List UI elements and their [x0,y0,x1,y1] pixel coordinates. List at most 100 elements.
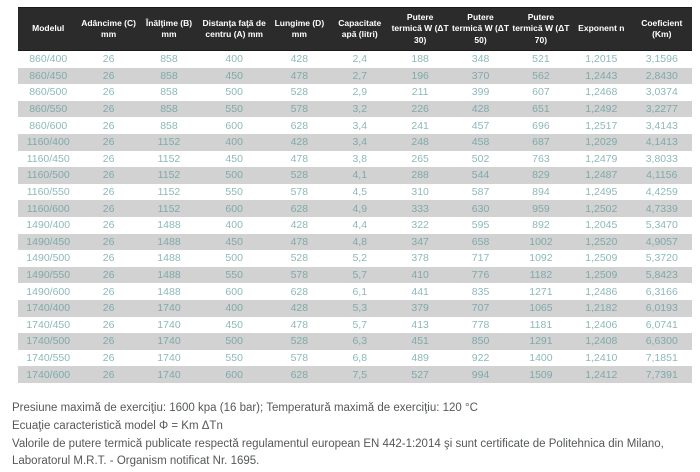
table-cell: 26 [102,169,115,182]
table-cell: 4,1413 [645,136,678,149]
footnote-characteristic-equation: Ecuaţie caracteristică model Φ = Km ΔTn [12,419,223,432]
table-header: Modelul Adâncime (C) mm Înălţime (B) mm Dis… [18,7,692,51]
table-cell: 1291 [529,335,553,348]
table-cell: 6,0741 [645,318,678,331]
table-cell: 1152 [157,202,181,215]
table-cell: 26 [102,318,115,331]
table-cell: 850 [471,335,490,348]
table-cell: 1740 [157,368,181,381]
table-cell: 26 [102,368,115,381]
table-cell: 1,2408 [585,335,618,348]
table-cell: 428 [471,103,490,116]
table-cell: 441 [411,285,429,298]
table-cell: 4,4259 [645,186,678,199]
table-cell: 26 [102,235,115,248]
table-cell: 1065 [529,302,553,315]
table-cell: 26 [102,269,115,282]
table-cell: 26 [102,351,115,364]
table-cell: 1160/600 [26,202,70,215]
table-cell: 428 [290,219,309,232]
table-cell: 451 [411,335,429,348]
table-cell: 5,2 [352,252,368,265]
table-cell: 1740 [157,335,181,348]
table-cell: 1,2502 [585,202,618,215]
table-cell: 2,9 [352,86,368,99]
table-cell: 26 [102,285,115,298]
table-cell: 26 [102,53,115,66]
table-cell: 428 [290,136,309,149]
table-cell: 379 [411,302,429,315]
column-header: Putere termică W (ΔT 70) [510,7,572,51]
table-cell: 1,2520 [585,235,618,248]
table-cell: 1271 [529,285,553,298]
table-cell: 5,7 [352,269,368,282]
table-cell: 1740/500 [26,335,71,348]
table-cell: 500 [225,252,243,265]
table-cell: 2,8430 [645,69,678,82]
table-cell: 1488 [157,269,181,282]
table-row: 1490/600 26 1488 600 628 6,1 441 835 1271 1,2486 6… [18,283,692,300]
table-cell: 6,8 [352,351,368,364]
table-cell: 778 [471,318,490,331]
table-cell: 1,2468 [585,86,618,99]
table-cell: 1,2479 [585,152,618,165]
table-cell: 651 [532,103,550,116]
table-cell: 26 [102,219,115,232]
table-cell: 1740/450 [26,318,71,331]
table-cell: 521 [532,53,550,66]
table-cell: 1,2487 [585,169,618,182]
table-cell: 188 [411,53,429,66]
table-cell: 587 [471,186,490,199]
table-cell: 528 [290,86,309,99]
table-cell: 500 [225,169,243,182]
table-cell: 763 [532,152,550,165]
table-cell: 4,4 [352,219,368,232]
table-cell: 860/600 [29,119,68,132]
table-cell: 400 [225,136,243,149]
table-cell: 959 [532,202,550,215]
radiator-spec-table: Modelul Adâncime (C) mm Înălţime (B) mm Dis… [18,7,692,383]
table-cell: 6,1 [352,285,368,298]
table-cell: 1,2412 [585,368,618,381]
table-row: 860/600 26 858 600 628 3,4 241 457 696 1,2517 3,41… [18,117,692,134]
table-cell: 7,5 [352,368,368,381]
table-cell: 6,3166 [645,285,678,298]
table-cell: 3,4 [352,136,368,149]
column-header: Capacitate apă (litri) [329,7,390,51]
table-cell: 1,2492 [585,103,618,116]
table-cell: 860/450 [29,69,68,82]
table-cell: 1488 [157,252,181,265]
table-cell: 196 [411,69,429,82]
column-header: Exponent n [571,7,632,51]
table-cell: 450 [225,152,243,165]
table-cell: 1182 [529,269,553,282]
column-header: Putere termică W (ΔT 30) [389,7,451,51]
table-cell: 1181 [529,318,553,331]
table-cell: 1509 [529,368,553,381]
table-cell: 478 [290,318,309,331]
table-row: 860/550 26 858 550 578 3,2 226 428 651 1,2492 3,22… [18,100,692,118]
column-header: Putere termică W (ΔT 50) [450,7,511,51]
table-row: 1160/400 26 1152 400 428 3,4 248 458 687 1,2029 4,… [18,133,692,151]
table-cell: 478 [290,152,309,165]
table-cell: 4,9 [352,202,368,215]
table-cell: 2,4 [352,53,368,66]
table-cell: 478 [290,69,309,82]
table-cell: 400 [225,302,243,315]
table-row: 1740/450 26 1740 450 478 5,7 413 778 1181 1,2406 6… [18,317,692,334]
table-cell: 1490/400 [26,219,71,232]
table-cell: 26 [102,103,115,116]
table-cell: 347 [411,235,429,248]
table-cell: 4,8 [352,235,368,248]
table-cell: 860/400 [29,53,68,66]
column-header: Adâncime (C) mm [78,7,139,51]
table-cell: 6,6300 [645,335,678,348]
table-cell: 241 [411,119,429,132]
table-cell: 1152 [157,169,181,182]
table-cell: 835 [471,285,490,298]
table-cell: 707 [471,302,490,315]
table-row: 1160/450 26 1152 450 478 3,8 265 502 763 1,2479 3,… [18,151,692,168]
table-cell: 450 [225,69,243,82]
table-cell: 1,2406 [585,318,618,331]
table-cell: 1160/450 [26,152,70,165]
